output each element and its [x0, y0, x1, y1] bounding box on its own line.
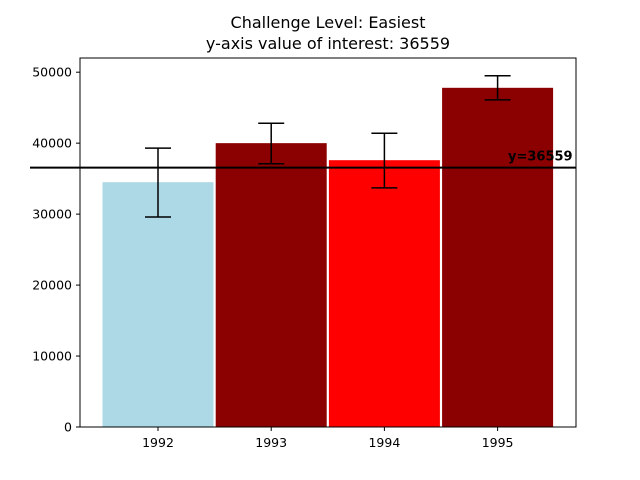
bar-1992 — [102, 182, 214, 427]
y-tick-label: 10000 — [32, 349, 72, 364]
x-tick-label: 1992 — [142, 435, 174, 450]
chart-title: Challenge Level: Easiest — [231, 13, 426, 32]
y-tick-label: 40000 — [32, 136, 72, 151]
y-tick-label: 0 — [64, 420, 72, 435]
reference-line-group: y=36559 — [30, 150, 576, 169]
x-tick-label: 1993 — [255, 435, 287, 450]
x-tick-label: 1994 — [368, 435, 400, 450]
bar-1995 — [442, 87, 554, 428]
y-axis: 0 10000 20000 30000 40000 50000 — [32, 65, 80, 435]
y-tick-label: 20000 — [32, 278, 72, 293]
y-tick-label: 50000 — [32, 65, 72, 80]
chart-subtitle: y-axis value of interest: 36559 — [206, 34, 450, 53]
reference-line-label: y=36559 — [508, 150, 573, 165]
bars-group — [102, 87, 554, 428]
plot-frame — [79, 57, 577, 428]
error-bars-group — [145, 74, 511, 218]
bar-1994 — [328, 160, 440, 427]
x-tick-label: 1995 — [482, 435, 514, 450]
x-axis: 1992 1993 1994 1995 — [142, 427, 514, 450]
y-tick-label: 30000 — [32, 207, 72, 222]
bar-1993 — [215, 143, 327, 427]
